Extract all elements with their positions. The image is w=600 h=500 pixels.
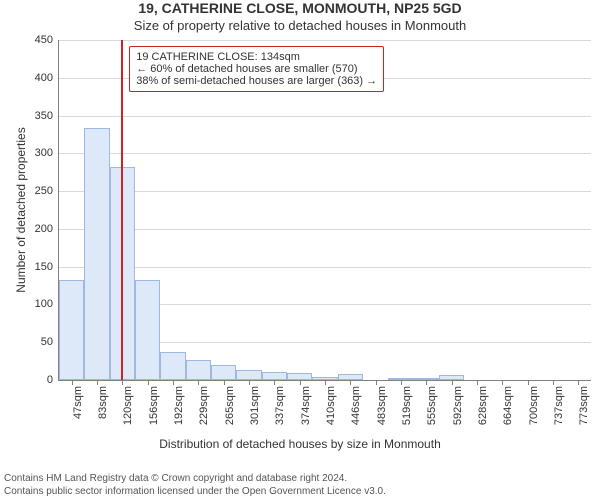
- x-tick-mark: [122, 380, 123, 385]
- x-tick-label: 628sqm: [477, 386, 489, 425]
- x-tick-label: 301sqm: [249, 386, 261, 425]
- annotation-line-2: ← 60% of detached houses are smaller (57…: [136, 63, 377, 75]
- annotation-box: 19 CATHERINE CLOSE: 134sqm ← 60% of deta…: [129, 46, 384, 92]
- grid-line: [59, 116, 591, 117]
- annotation-line-1: 19 CATHERINE CLOSE: 134sqm: [136, 51, 377, 63]
- x-tick-mark: [452, 380, 453, 385]
- x-tick-label: 737sqm: [553, 386, 565, 425]
- x-tick-label: 192sqm: [173, 386, 185, 425]
- x-tick-label: 664sqm: [502, 386, 514, 425]
- x-tick-mark: [553, 380, 554, 385]
- x-tick-mark: [325, 380, 326, 385]
- x-tick-label: 773sqm: [578, 386, 590, 425]
- x-tick-label: 592sqm: [452, 386, 464, 425]
- x-tick-mark: [274, 380, 275, 385]
- y-tick-label: 100: [35, 298, 59, 310]
- x-tick-label: 83sqm: [97, 386, 109, 419]
- x-tick-label: 483sqm: [376, 386, 388, 425]
- x-tick-mark: [578, 380, 579, 385]
- histogram-plot: 19 CATHERINE CLOSE: 134sqm ← 60% of deta…: [58, 40, 591, 381]
- x-tick-mark: [249, 380, 250, 385]
- y-tick-label: 150: [35, 261, 59, 273]
- histogram-bar: [84, 128, 109, 380]
- x-tick-label: 700sqm: [528, 386, 540, 425]
- attribution-line-1: Contains HM Land Registry data © Crown c…: [4, 473, 386, 486]
- x-tick-label: 337sqm: [274, 386, 286, 425]
- histogram-bar: [236, 370, 261, 380]
- subject-marker-line: [121, 40, 123, 380]
- grid-line: [59, 153, 591, 154]
- histogram-bar: [211, 365, 236, 380]
- x-tick-mark: [376, 380, 377, 385]
- y-tick-label: 0: [47, 374, 59, 386]
- histogram-bar: [135, 280, 160, 380]
- x-tick-mark: [300, 380, 301, 385]
- page-title: 19, CATHERINE CLOSE, MONMOUTH, NP25 5GD: [0, 0, 600, 16]
- attribution-line-2: Contains public sector information licen…: [4, 486, 386, 499]
- x-tick-mark: [528, 380, 529, 385]
- x-tick-label: 156sqm: [148, 386, 160, 425]
- x-axis-label: Distribution of detached houses by size …: [0, 437, 600, 451]
- x-tick-mark: [97, 380, 98, 385]
- y-tick-label: 300: [35, 147, 59, 159]
- x-tick-label: 519sqm: [401, 386, 413, 425]
- grid-line: [59, 267, 591, 268]
- x-tick-mark: [173, 380, 174, 385]
- x-tick-mark: [401, 380, 402, 385]
- x-tick-mark: [198, 380, 199, 385]
- y-tick-label: 250: [35, 185, 59, 197]
- x-tick-label: 555sqm: [426, 386, 438, 425]
- x-tick-mark: [350, 380, 351, 385]
- x-tick-mark: [502, 380, 503, 385]
- annotation-line-3: 38% of semi-detached houses are larger (…: [136, 75, 377, 87]
- x-tick-label: 446sqm: [350, 386, 362, 425]
- x-tick-label: 265sqm: [224, 386, 236, 425]
- x-tick-mark: [72, 380, 73, 385]
- page-subtitle: Size of property relative to detached ho…: [0, 18, 600, 33]
- x-tick-mark: [224, 380, 225, 385]
- y-tick-label: 400: [35, 72, 59, 84]
- grid-line: [59, 229, 591, 230]
- x-tick-label: 410sqm: [325, 386, 337, 425]
- x-tick-label: 120sqm: [122, 386, 134, 425]
- y-tick-label: 450: [35, 34, 59, 46]
- x-tick-label: 229sqm: [198, 386, 210, 425]
- histogram-bar: [59, 280, 84, 380]
- attribution: Contains HM Land Registry data © Crown c…: [0, 473, 386, 498]
- y-tick-label: 350: [35, 110, 59, 122]
- x-tick-label: 374sqm: [300, 386, 312, 425]
- x-tick-label: 47sqm: [72, 386, 84, 419]
- y-tick-label: 50: [41, 336, 59, 348]
- grid-line: [59, 40, 591, 41]
- histogram-bar: [186, 360, 211, 380]
- grid-line: [59, 191, 591, 192]
- x-tick-mark: [477, 380, 478, 385]
- y-axis-label: Number of detached properties: [14, 40, 28, 380]
- x-tick-mark: [426, 380, 427, 385]
- histogram-bar: [262, 372, 287, 380]
- y-tick-label: 200: [35, 223, 59, 235]
- histogram-bar: [287, 373, 312, 380]
- histogram-bar: [160, 352, 185, 380]
- x-tick-mark: [148, 380, 149, 385]
